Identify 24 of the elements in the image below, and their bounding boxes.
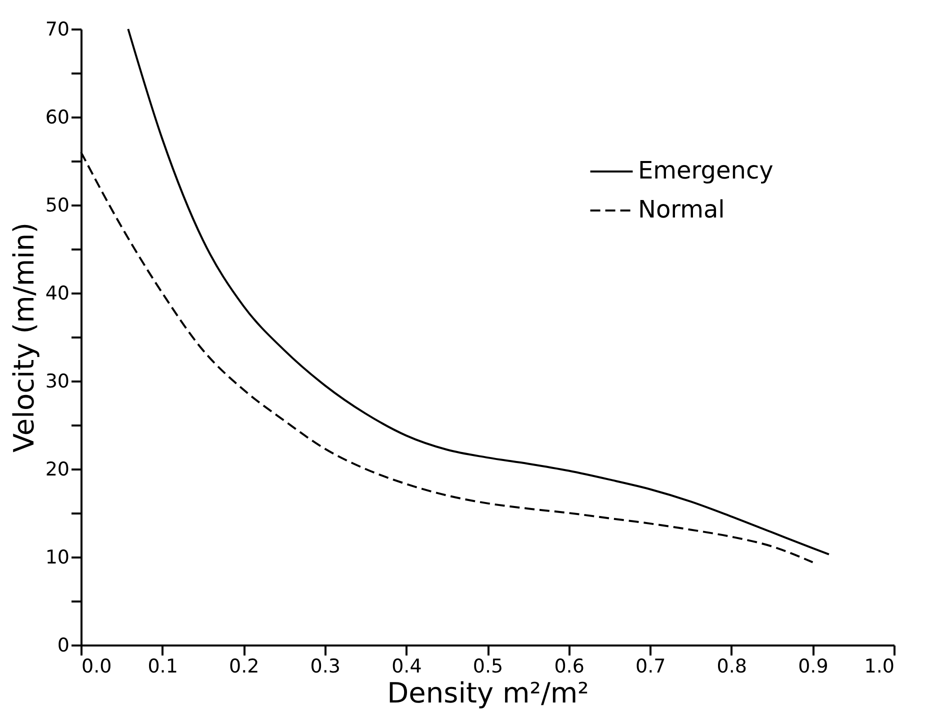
x-tick-label: 0.9 bbox=[798, 656, 828, 678]
x-tick-label: 0.6 bbox=[554, 656, 584, 678]
x-tick-label: 0.3 bbox=[310, 656, 341, 678]
y-tick-label: 10 bbox=[45, 546, 70, 568]
x-tick-label: 0.1 bbox=[148, 656, 178, 678]
y-axis-title: Velocity (m/min) bbox=[7, 222, 40, 453]
y-tick-label: 70 bbox=[45, 18, 70, 40]
x-tick-label: 0.7 bbox=[635, 656, 666, 678]
x-tick-label: 1.0 bbox=[864, 656, 894, 678]
x-tick-label: 0.0 bbox=[82, 656, 112, 678]
x-tick-label: 0.2 bbox=[228, 656, 260, 678]
x-tick-label: 0.4 bbox=[392, 656, 422, 678]
x-tick-label: 0.5 bbox=[472, 656, 504, 678]
line-series bbox=[127, 28, 830, 556]
y-tick-label: 0 bbox=[57, 634, 70, 656]
y-tick-label: 60 bbox=[45, 106, 70, 128]
legend-label: Emergency bbox=[638, 156, 774, 184]
x-axis-title: Density m²/m² bbox=[387, 676, 589, 710]
y-tick-label: 50 bbox=[45, 194, 70, 216]
x-tick-label: 0.8 bbox=[716, 656, 748, 678]
y-tick-label: 20 bbox=[45, 458, 70, 480]
y-tick-label: 40 bbox=[45, 282, 70, 304]
y-tick-label: 30 bbox=[45, 370, 70, 392]
legend-label: Normal bbox=[638, 196, 725, 224]
